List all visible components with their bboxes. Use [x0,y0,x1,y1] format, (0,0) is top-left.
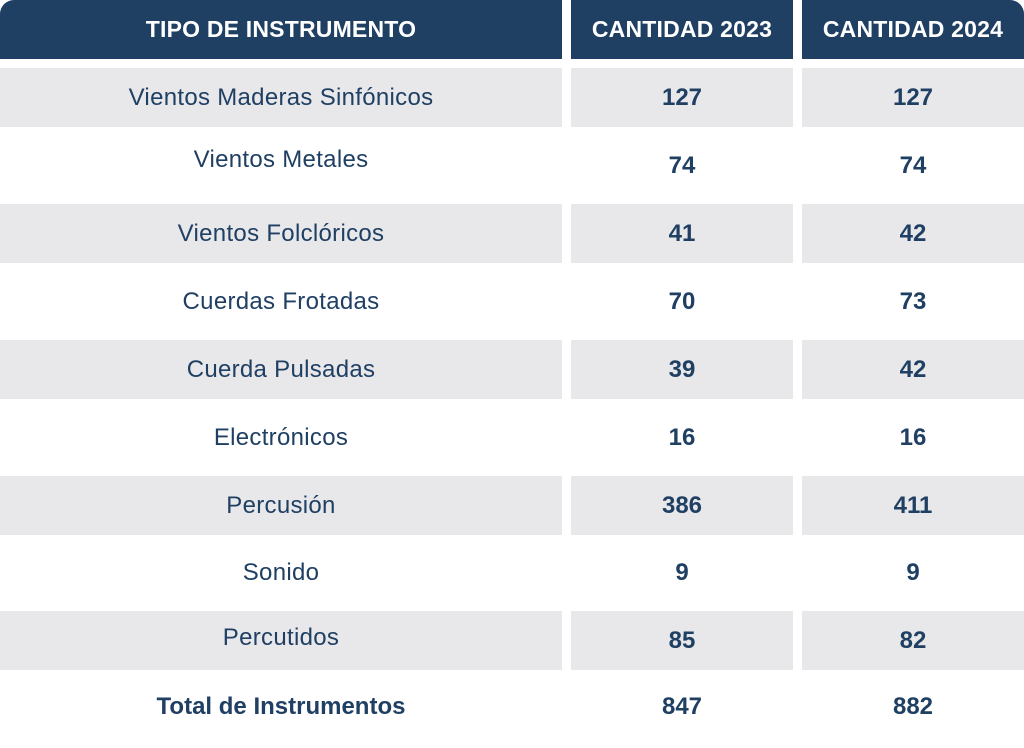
count-2024-cell: 411 [802,476,1024,535]
total-2023: 847 [661,693,703,720]
table-row: Percusión 386 411 [0,476,1024,535]
instrument-type-cell: Percutidos [0,611,562,670]
header-tipo-instrumento: TIPO DE INSTRUMENTO [0,0,562,59]
count-2024-cell: 74 [899,151,927,179]
table-row: Cuerdas Frotadas 70 73 [0,263,1024,340]
count-2024-cell: 42 [802,340,1024,399]
instrument-type-cell: Cuerdas Frotadas [182,287,380,315]
count-2023-cell: 39 [571,340,793,399]
instrument-type-cell: Vientos Maderas Sinfónicos [0,68,562,127]
header-cantidad-2024: CANTIDAD 2024 [802,0,1024,59]
count-2023-cell: 16 [668,423,696,451]
header-cantidad-2023: CANTIDAD 2023 [571,0,793,59]
count-2024-cell: 42 [802,204,1024,263]
count-2023-cell: 386 [571,476,793,535]
count-2024-cell: 73 [899,287,927,315]
total-label: Total de Instrumentos [156,693,406,720]
table-row: Percutidos 85 82 [0,611,1024,670]
count-2023-cell: 85 [571,611,793,670]
table-row: Cuerda Pulsadas 39 42 [0,340,1024,399]
table-row: Vientos Metales 74 74 [0,127,1024,204]
table-row: Electrónicos 16 16 [0,399,1024,476]
count-2024-cell: 16 [899,423,927,451]
instrument-type-cell: Percusión [0,476,562,535]
table-row: Sonido 9 9 [0,535,1024,611]
table-row: Vientos Maderas Sinfónicos 127 127 [0,68,1024,127]
count-2023-cell: 74 [668,151,696,179]
count-2024-cell: 82 [802,611,1024,670]
count-2023-cell: 9 [675,559,689,586]
instrument-type-cell: Vientos Folclóricos [0,204,562,263]
instrument-type-cell: Cuerda Pulsadas [0,340,562,399]
count-2024-cell: 9 [906,559,920,586]
instrument-type-cell: Electrónicos [213,423,349,451]
count-2024-cell: 127 [802,68,1024,127]
instrument-type-cell: Sonido [242,559,320,586]
table-row: Vientos Folclóricos 41 42 [0,204,1024,263]
total-row: Total de Instrumentos 847 882 [0,670,1024,744]
count-2023-cell: 127 [571,68,793,127]
count-2023-cell: 70 [668,287,696,315]
instrument-type-cell: Vientos Metales [193,145,369,173]
total-2024: 882 [892,693,934,720]
count-2023-cell: 41 [571,204,793,263]
